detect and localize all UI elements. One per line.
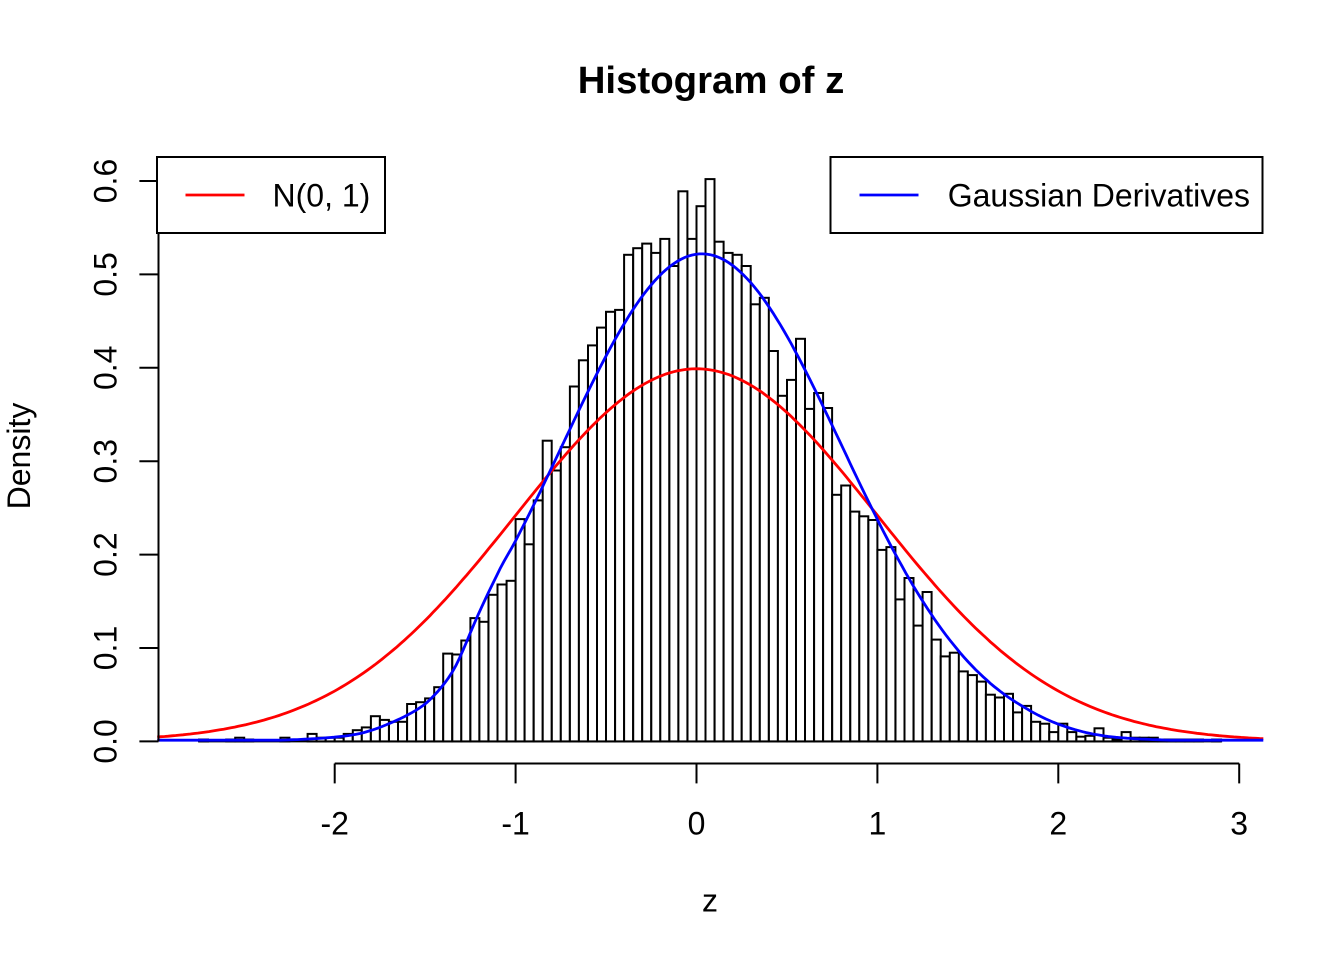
svg-text:0.0: 0.0 [87,719,123,763]
svg-text:3: 3 [1230,805,1248,841]
svg-text:-1: -1 [501,805,529,841]
svg-text:0: 0 [688,805,706,841]
svg-text:0.1: 0.1 [87,626,123,670]
svg-text:-2: -2 [320,805,348,841]
svg-text:0.5: 0.5 [87,252,123,296]
svg-text:0.6: 0.6 [87,159,123,203]
svg-text:1: 1 [869,805,887,841]
svg-text:0.2: 0.2 [87,532,123,576]
svg-text:N(0, 1): N(0, 1) [273,178,371,214]
svg-text:Density: Density [1,403,37,510]
svg-text:0.4: 0.4 [87,346,123,390]
svg-text:Gaussian Derivatives: Gaussian Derivatives [948,178,1250,214]
svg-text:0.3: 0.3 [87,439,123,483]
svg-text:2: 2 [1049,805,1067,841]
svg-text:z: z [702,882,718,918]
svg-text:Histogram of z: Histogram of z [578,59,845,102]
